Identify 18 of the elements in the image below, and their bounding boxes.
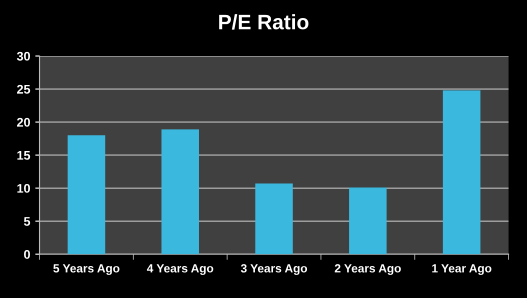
y-tick-label: 10 xyxy=(17,184,30,193)
x-tick-label: 2 Years Ago xyxy=(334,264,401,275)
y-tick-label: 0 xyxy=(24,250,30,259)
y-tick-label: 5 xyxy=(24,217,30,226)
bar xyxy=(68,135,106,254)
x-tick-label: 4 Years Ago xyxy=(146,264,214,275)
y-tick-label: 15 xyxy=(17,151,30,160)
bar xyxy=(255,184,293,254)
y-tick-label: 30 xyxy=(16,52,30,61)
x-tick-label: 1 Year Ago xyxy=(432,264,492,275)
bar xyxy=(161,129,199,254)
y-tick-label: 20 xyxy=(17,118,30,127)
bar xyxy=(349,187,387,254)
x-tick-label: 3 Years Ago xyxy=(240,264,308,275)
y-tick-label: 25 xyxy=(17,84,30,94)
bar xyxy=(442,90,480,254)
x-tick-label: 5 Years Ago xyxy=(53,264,120,275)
chart-title: P/E Ratio xyxy=(219,14,308,30)
